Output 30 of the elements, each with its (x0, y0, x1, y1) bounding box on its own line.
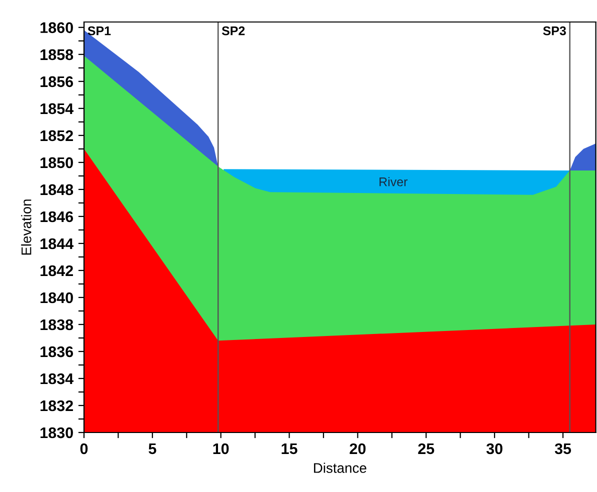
y-tick-label: 1842 (40, 265, 73, 276)
y-tick-label: 1844 (40, 238, 74, 250)
x-tick-label: 0 (80, 443, 88, 454)
y-tick-label: 1834 (40, 373, 74, 384)
annotation: River (380, 177, 408, 186)
x-tick-label: 30 (486, 443, 502, 454)
x-axis-title: Distance (314, 462, 366, 473)
y-tick-label: 1856 (40, 76, 74, 88)
y-tick-label: 1836 (40, 346, 74, 358)
x-tick-label: 5 (148, 443, 156, 454)
y-tick-label: 1852 (40, 130, 73, 142)
x-tick-label: 20 (350, 443, 366, 454)
x-tick-label: 35 (554, 443, 572, 454)
y-tick-label: 1850 (40, 157, 73, 168)
y-axis-title: Elevation (21, 200, 32, 255)
x-tick-label: 15 (282, 443, 298, 454)
y-tick-label: 1846 (40, 211, 74, 222)
x-tick-label: 25 (418, 443, 434, 454)
ref-line-label: SP3 (543, 26, 566, 36)
y-tick-label: 1840 (40, 292, 73, 304)
y-tick-label: 1858 (40, 49, 74, 60)
ref-line-label: SP2 (222, 26, 245, 36)
y-tick-label: 1830 (40, 427, 73, 438)
ref-line-label: SP1 (88, 26, 111, 36)
y-tick-label: 1832 (40, 400, 73, 412)
x-tick-label: 10 (213, 443, 229, 454)
y-tick-label: 1854 (40, 103, 74, 114)
y-tick-label: 1848 (40, 184, 74, 196)
y-tick-label: 1838 (40, 319, 74, 330)
y-tick-label: 1860 (40, 22, 73, 34)
